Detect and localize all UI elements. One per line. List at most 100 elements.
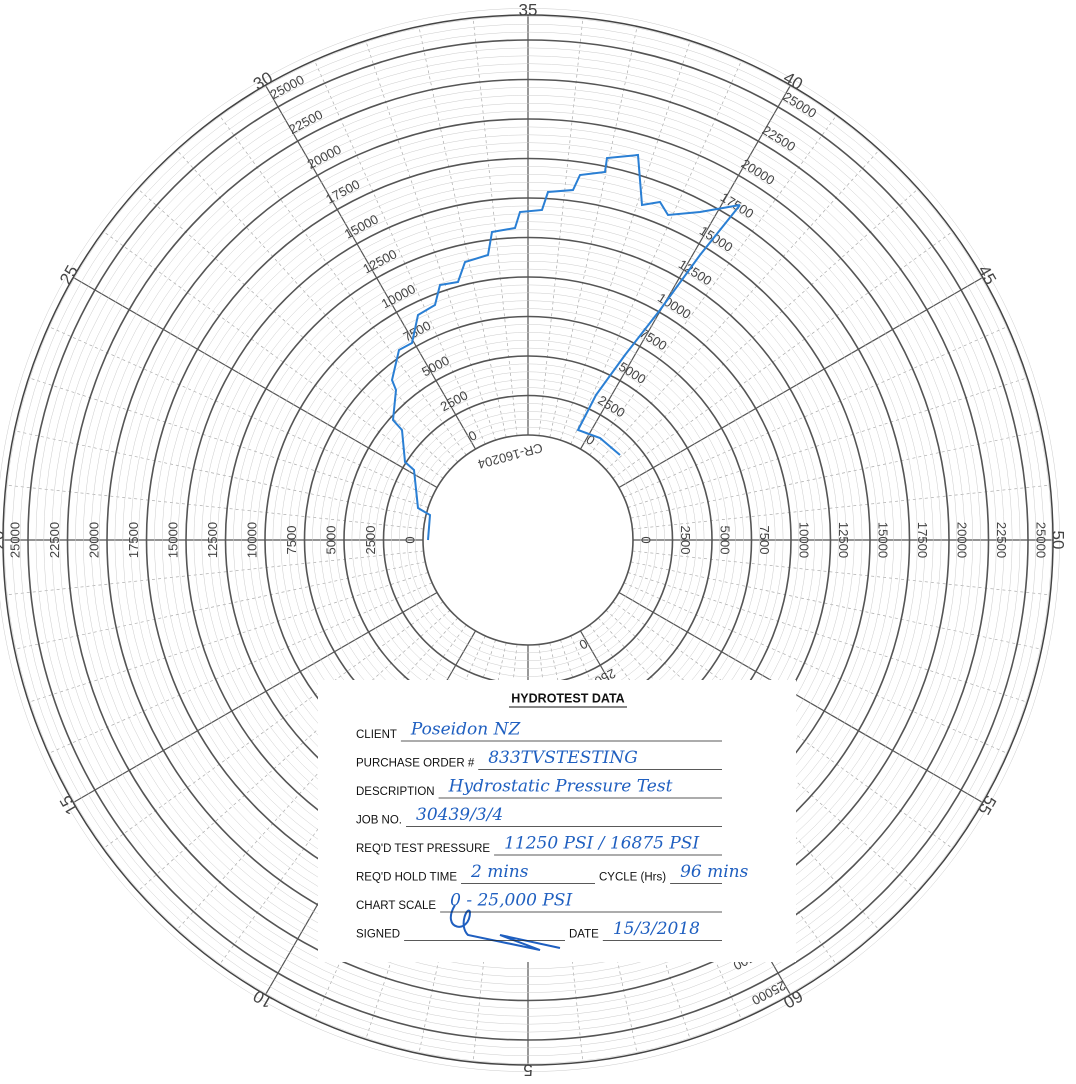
field-label: REQ'D HOLD TIME xyxy=(356,872,457,884)
pressure-label: 17500 xyxy=(915,522,930,558)
pressure-label: 2500 xyxy=(678,526,693,555)
pressure-label: 25000 xyxy=(749,978,788,1008)
pressure-trace-return xyxy=(576,204,741,456)
time-line xyxy=(623,326,1008,498)
minor-ring xyxy=(90,102,966,978)
minor-ring xyxy=(4,16,1052,1064)
field-value: 96 mins xyxy=(680,862,749,882)
form-title: HYDROTEST DATA xyxy=(511,691,624,705)
minor-ring xyxy=(51,63,1005,1017)
time-line xyxy=(48,582,433,754)
time-line xyxy=(28,377,429,508)
pressure-label: 0 xyxy=(402,536,417,543)
field-label: CHART SCALE xyxy=(356,900,436,912)
time-line xyxy=(560,639,691,1040)
pressure-label: 10000 xyxy=(244,522,259,558)
pressure-label: 0 xyxy=(639,536,654,543)
field-label: REQ'D TEST PRESSURE xyxy=(356,843,490,855)
minute-label: 45 xyxy=(974,262,1000,288)
pressure-label: 10000 xyxy=(797,522,812,558)
pressure-label: 22500 xyxy=(994,522,1009,558)
time-line xyxy=(28,572,429,703)
pressure-label: 25000 xyxy=(268,72,307,102)
minor-ring xyxy=(0,8,1060,1072)
time-line xyxy=(472,17,518,436)
field-value: 30439/3/4 xyxy=(416,805,503,825)
minute-label: 10 xyxy=(250,986,276,1012)
pressure-label: 12500 xyxy=(360,246,399,276)
field-value: 0 - 25,000 PSI xyxy=(450,891,572,911)
time-line xyxy=(73,276,438,489)
pressure-label: 25000 xyxy=(1034,522,1049,558)
minor-ring xyxy=(35,47,1021,1033)
time-line xyxy=(579,85,792,450)
minor-ring xyxy=(414,426,642,654)
time-line xyxy=(623,582,1008,754)
time-line xyxy=(264,85,477,450)
time-line xyxy=(618,276,983,489)
form-card xyxy=(318,680,796,962)
pressure-ring xyxy=(422,434,634,646)
pressure-label: 22500 xyxy=(286,107,325,137)
time-line xyxy=(219,115,467,456)
chart-number: CR-160204 xyxy=(476,440,544,472)
time-line xyxy=(314,60,486,445)
minor-ring xyxy=(19,31,1037,1049)
pressure-label: 15000 xyxy=(342,211,381,241)
field-label: PURCHASE ORDER # xyxy=(356,758,475,770)
pressure-label: 12500 xyxy=(836,522,851,558)
minor-ring xyxy=(98,110,958,970)
hydrotest-form: HYDROTEST DATA CLIENT Poseidon NZ PURCHASE… xyxy=(318,680,796,962)
minute-label: 40 xyxy=(780,68,806,94)
minute-label: 20 xyxy=(0,531,7,550)
pressure-label: 0 xyxy=(577,636,590,653)
pressure-ring xyxy=(66,78,990,1002)
field-value: 2 mins xyxy=(470,862,529,882)
time-line xyxy=(632,484,1051,530)
pressure-trace xyxy=(390,153,741,541)
pressure-label: 20000 xyxy=(86,522,101,558)
field-value: 11250 PSI / 16875 PSI xyxy=(504,834,699,854)
pressure-label: 15000 xyxy=(165,522,180,558)
pressure-label: 12500 xyxy=(205,522,220,558)
minor-ring xyxy=(59,71,997,1009)
pressure-label: 17500 xyxy=(126,522,141,558)
time-line xyxy=(14,430,426,519)
pressure-label: 15000 xyxy=(697,223,736,255)
pressure-label: 2500 xyxy=(363,526,378,555)
time-line xyxy=(14,561,426,650)
pressure-label: 25000 xyxy=(781,89,820,121)
minor-ring xyxy=(75,87,981,993)
pressure-label: 5000 xyxy=(718,526,733,555)
time-line xyxy=(589,115,837,456)
field-value: 15/3/2018 xyxy=(613,919,700,939)
pressure-label: 5000 xyxy=(323,526,338,555)
outer-ring xyxy=(2,14,1054,1066)
pressure-label: 20000 xyxy=(305,142,344,172)
time-line xyxy=(570,60,742,445)
minor-ring xyxy=(406,418,650,662)
time-line xyxy=(560,40,691,441)
time-line xyxy=(618,591,983,804)
pressure-label: 22500 xyxy=(760,122,799,154)
minute-label: 35 xyxy=(519,0,538,19)
minor-ring xyxy=(43,55,1013,1025)
time-line xyxy=(176,617,459,931)
field-label: CYCLE (Hrs) xyxy=(599,872,666,884)
time-line xyxy=(103,231,444,479)
time-line xyxy=(632,550,1051,596)
time-line xyxy=(48,326,433,498)
minor-ring xyxy=(399,411,657,669)
minute-label: 55 xyxy=(974,792,1000,818)
pressure-label: 17500 xyxy=(323,177,362,207)
pressure-ring xyxy=(27,39,1029,1041)
pressure-label: 20000 xyxy=(739,156,778,188)
time-line xyxy=(365,40,496,441)
minute-label: 50 xyxy=(1049,531,1068,550)
pressure-label: 20000 xyxy=(955,522,970,558)
time-line xyxy=(630,561,1042,650)
pressure-label: 7500 xyxy=(637,325,669,353)
pressure-label: 10000 xyxy=(655,290,694,322)
